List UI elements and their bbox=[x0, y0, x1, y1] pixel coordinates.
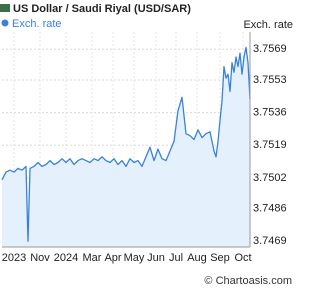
x-tick-label: Aug bbox=[187, 252, 207, 264]
x-tick-label: Mar bbox=[83, 252, 102, 264]
chart-title: US Dollar / Saudi Riyal (USD/SAR) bbox=[13, 3, 191, 15]
x-tick-label: Apr bbox=[104, 252, 121, 264]
y-tick-label: 3.7519 bbox=[253, 139, 287, 151]
x-tick-label: Oct bbox=[234, 252, 251, 264]
y-tick-label: 3.7502 bbox=[253, 172, 287, 184]
area bbox=[2, 47, 250, 248]
legend-label: Exch. rate bbox=[12, 18, 62, 30]
x-tick-label: Sep bbox=[210, 252, 230, 264]
y-tick-label: 3.7469 bbox=[253, 235, 287, 247]
y-tick-label: 3.7486 bbox=[253, 203, 287, 215]
x-tick-label: Nov bbox=[30, 252, 50, 264]
chart: US Dollar / Saudi Riyal (USD/SAR) Exch. … bbox=[0, 3, 293, 287]
x-tick-label: Jul bbox=[169, 252, 183, 264]
y-axis-label: Exch. rate bbox=[243, 19, 293, 31]
x-tick-label: 2023 bbox=[2, 252, 26, 264]
y-tick-label: 3.7553 bbox=[253, 74, 287, 86]
watermark: © Chartoasis.com bbox=[204, 275, 292, 287]
y-tick-label: 3.7536 bbox=[253, 107, 287, 119]
line bbox=[1, 46, 251, 242]
flag-icon bbox=[0, 4, 10, 12]
x-tick-label: May bbox=[124, 252, 145, 264]
y-tick-label: 3.7569 bbox=[253, 43, 287, 55]
x-tick-label: 2024 bbox=[54, 252, 78, 264]
legend-marker bbox=[1, 19, 9, 27]
x-tick-label: Jun bbox=[147, 252, 165, 264]
